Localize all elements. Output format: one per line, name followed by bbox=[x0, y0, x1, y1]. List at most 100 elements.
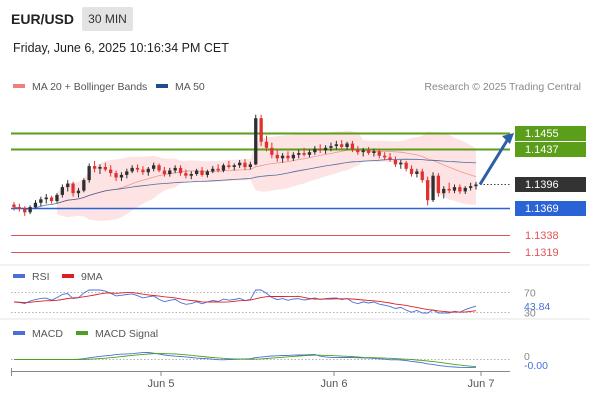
candle bbox=[28, 207, 32, 213]
candle bbox=[350, 143, 355, 150]
macd-signal-legend-label: MACD Signal bbox=[95, 328, 158, 340]
rsi-ma-legend-label: 9MA bbox=[81, 271, 103, 283]
candle bbox=[173, 167, 177, 171]
candle bbox=[275, 154, 279, 159]
bollinger-legend-label: MA 20 + Bollinger Bands bbox=[32, 81, 147, 93]
candle bbox=[404, 162, 408, 169]
candle bbox=[291, 154, 295, 159]
macd-current-value: -0.00 bbox=[524, 360, 548, 372]
macd-signal-line bbox=[14, 353, 477, 368]
candle bbox=[340, 144, 344, 147]
price-label-text: 1.1369 bbox=[525, 203, 559, 215]
macd-line bbox=[14, 352, 477, 369]
candle bbox=[178, 167, 183, 174]
candle bbox=[393, 160, 398, 165]
forecast-arrow-head bbox=[502, 133, 514, 144]
support-label-text: 1.1338 bbox=[525, 230, 559, 242]
candle bbox=[55, 194, 59, 201]
price-label-text: 1.1396 bbox=[525, 179, 559, 191]
candle bbox=[44, 197, 48, 200]
candle bbox=[377, 151, 381, 156]
price-label-text: 1.1455 bbox=[525, 128, 559, 140]
ma50-legend-label: MA 50 bbox=[175, 81, 205, 93]
price-label-resistance bbox=[515, 126, 586, 141]
candle bbox=[474, 184, 478, 187]
candle bbox=[458, 187, 462, 192]
candle bbox=[366, 150, 371, 153]
x-tick-label: Jun 6 bbox=[321, 378, 348, 390]
candle bbox=[184, 173, 188, 176]
price-label-pivot bbox=[515, 201, 586, 216]
candle bbox=[361, 150, 365, 153]
candle bbox=[17, 207, 21, 209]
macd-legend-label: MACD bbox=[32, 328, 63, 340]
ma50-line bbox=[13, 158, 477, 210]
candle bbox=[103, 167, 107, 170]
candle bbox=[420, 171, 424, 181]
rsi-level-label: 70 bbox=[524, 288, 536, 300]
price-label-last bbox=[515, 177, 586, 192]
candle bbox=[436, 175, 440, 194]
candle bbox=[297, 153, 301, 155]
chart-datetime: Friday, June 6, 2025 10:16:34 PM CET bbox=[13, 41, 229, 55]
candle bbox=[109, 169, 113, 174]
candle bbox=[216, 168, 220, 171]
candle bbox=[23, 208, 27, 213]
rsi-legend-swatch bbox=[13, 274, 25, 278]
candle bbox=[49, 197, 54, 201]
candle bbox=[356, 149, 360, 153]
candle bbox=[162, 170, 167, 174]
candle bbox=[141, 169, 145, 173]
rsi-ma-legend-swatch bbox=[62, 274, 74, 278]
candle bbox=[264, 141, 269, 148]
candle bbox=[71, 183, 75, 194]
candle bbox=[60, 187, 64, 195]
candle bbox=[463, 187, 467, 192]
candle bbox=[152, 165, 156, 169]
macd-signal-legend-swatch bbox=[76, 331, 88, 335]
candle bbox=[82, 180, 86, 191]
candle bbox=[307, 152, 312, 155]
candle bbox=[200, 170, 204, 175]
symbol-title: EUR/USD bbox=[11, 11, 75, 27]
candle bbox=[388, 157, 392, 160]
rsi-line bbox=[13, 289, 477, 314]
candle bbox=[146, 168, 150, 173]
candle bbox=[168, 170, 172, 174]
chart-header: EUR/USD 30 MIN Friday, June 6, 2025 10:1… bbox=[0, 0, 590, 55]
candle bbox=[318, 148, 322, 151]
candle bbox=[270, 147, 274, 155]
support-label-text: 1.1319 bbox=[525, 247, 559, 259]
candle bbox=[329, 146, 333, 148]
x-tick-label: Jun 7 bbox=[468, 378, 495, 390]
candle bbox=[254, 118, 258, 165]
candle bbox=[114, 173, 118, 178]
candle bbox=[447, 188, 451, 191]
candle bbox=[157, 165, 161, 171]
rsi-current-value: 43.84 bbox=[524, 301, 550, 313]
forecast-arrow bbox=[478, 138, 510, 186]
bollinger-legend-swatch bbox=[13, 84, 25, 88]
candle bbox=[92, 166, 97, 169]
rsi-ma-line bbox=[13, 292, 477, 313]
rsi-level-label: 30 bbox=[524, 308, 536, 320]
timeframe-button[interactable]: 30 MIN bbox=[82, 7, 133, 31]
candle bbox=[189, 174, 193, 176]
candle bbox=[280, 155, 285, 159]
candle bbox=[39, 199, 43, 203]
candle bbox=[232, 165, 236, 167]
candle bbox=[227, 165, 231, 167]
candle bbox=[409, 168, 414, 174]
candle bbox=[452, 187, 457, 191]
candle bbox=[259, 118, 263, 142]
candle bbox=[334, 144, 338, 146]
candle bbox=[345, 143, 349, 147]
candle bbox=[125, 171, 129, 175]
candle bbox=[372, 151, 376, 153]
price-label-text: 1.1437 bbox=[525, 144, 559, 156]
candle bbox=[238, 162, 242, 166]
candle bbox=[302, 153, 306, 155]
candle bbox=[415, 171, 419, 174]
candle bbox=[205, 171, 209, 175]
